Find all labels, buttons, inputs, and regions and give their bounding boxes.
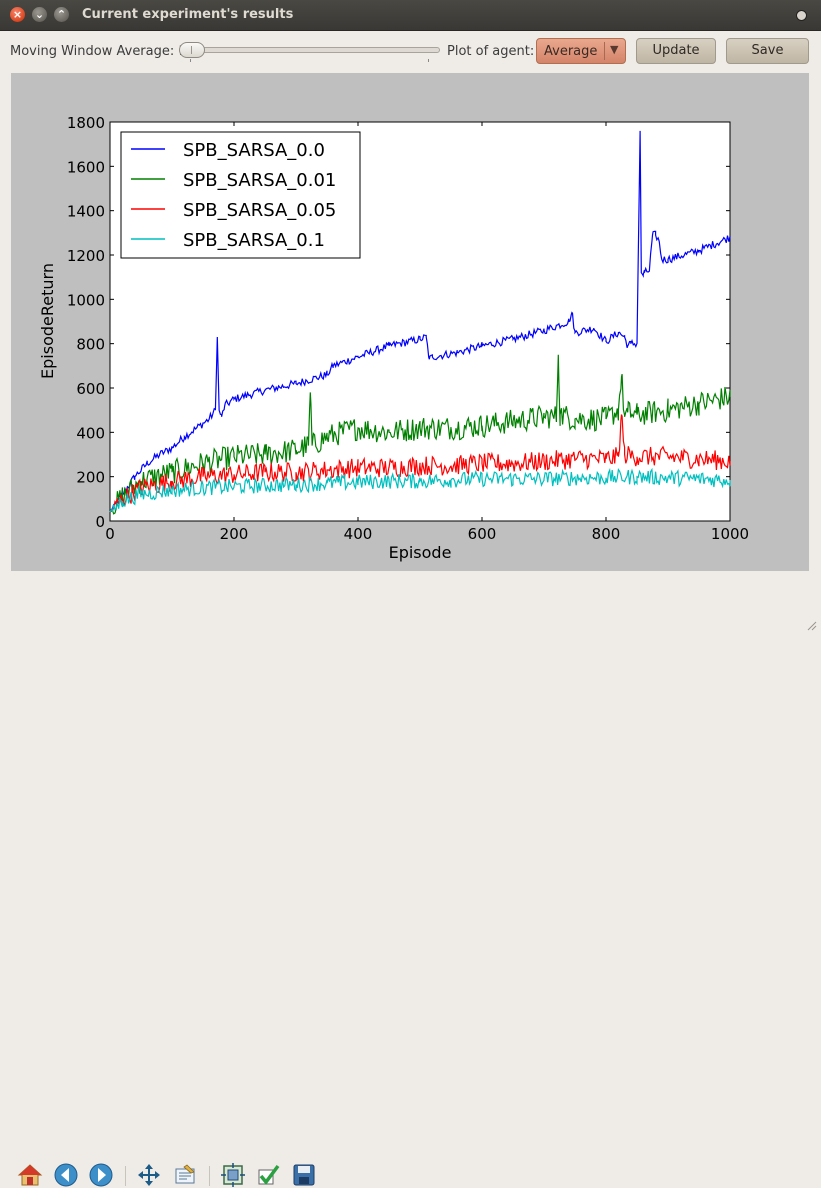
y-axis-label: EpisodeReturn — [38, 263, 57, 379]
moving-window-slider[interactable] — [180, 47, 440, 53]
close-icon[interactable]: × — [10, 7, 25, 22]
y-tick-label: 1000 — [67, 291, 105, 309]
x-tick-label: 200 — [220, 525, 249, 543]
series-lines — [109, 130, 731, 515]
title-bar: × ⌄ ⌃ Current experiment's results — [0, 0, 821, 31]
window-menu-icon[interactable] — [796, 10, 807, 21]
maximize-icon[interactable]: ⌃ — [54, 7, 69, 22]
edit-axes-icon[interactable] — [220, 1162, 246, 1188]
agent-select[interactable]: Average ▼ — [536, 38, 626, 64]
home-icon[interactable] — [17, 1162, 43, 1188]
forward-icon[interactable] — [88, 1162, 114, 1188]
y-tick-label: 600 — [76, 380, 105, 398]
resize-grip-icon[interactable] — [807, 621, 817, 631]
y-tick-label: 400 — [76, 424, 105, 442]
agent-select-value: Average — [544, 44, 598, 59]
line-chart: 0 200 400 600 800 1000 0 200 400 600 800 1000 1200 14… — [38, 114, 749, 562]
navigation-toolbar — [0, 578, 821, 1187]
back-icon[interactable] — [53, 1162, 79, 1188]
moving-window-label: Moving Window Average: 1 — [10, 44, 187, 59]
y-tick-label: 1400 — [67, 203, 105, 221]
series-line — [109, 414, 731, 513]
slider-thumb[interactable] — [179, 42, 205, 58]
toolbar-separator — [209, 1166, 210, 1186]
legend-entry: SPB_SARSA_0.05 — [183, 200, 336, 221]
series-line — [109, 467, 731, 513]
pan-icon[interactable] — [136, 1162, 162, 1188]
y-tick-label: 1800 — [67, 114, 105, 132]
x-tick-label: 1000 — [711, 525, 749, 543]
x-tick-label: 0 — [105, 525, 115, 543]
series-line — [109, 130, 731, 513]
toolbar-separator — [125, 1166, 126, 1186]
legend-entry: SPB_SARSA_0.0 — [183, 140, 325, 161]
legend-box — [120, 131, 361, 259]
configure-subplots-icon[interactable] — [172, 1162, 198, 1188]
save-figure-icon[interactable] — [291, 1162, 317, 1188]
plot-of-agent-label: Plot of agent: — [447, 44, 535, 59]
y-tick-label: 0 — [95, 513, 105, 531]
slider-tick — [190, 59, 191, 62]
x-tick-label: 400 — [344, 525, 373, 543]
axes: 0 200 400 600 800 1000 0 200 400 600 800 1000 1200 14… — [67, 114, 749, 543]
legend: SPB_SARSA_0.0 SPB_SARSA_0.01 SPB_SARSA_0.0… — [120, 131, 361, 259]
chevron-down-icon[interactable]: ▼ — [610, 43, 619, 56]
y-tick-label: 1600 — [67, 158, 105, 176]
apply-icon[interactable] — [255, 1162, 281, 1188]
legend-entry: SPB_SARSA_0.01 — [183, 170, 336, 191]
y-tick-label: 1200 — [67, 247, 105, 265]
x-tick-label: 600 — [468, 525, 497, 543]
series-line — [109, 354, 731, 515]
combo-separator — [604, 42, 605, 60]
update-button[interactable]: Update — [636, 38, 716, 64]
y-tick-label: 200 — [76, 469, 105, 487]
x-axis-label: Episode — [389, 543, 452, 562]
slider-tick — [428, 59, 429, 62]
minimize-icon[interactable]: ⌄ — [32, 7, 47, 22]
y-tick-label: 800 — [76, 336, 105, 354]
plot-canvas: 0 200 400 600 800 1000 0 200 400 600 800 1000 1200 14… — [11, 73, 809, 571]
x-tick-label: 800 — [592, 525, 621, 543]
legend-entry: SPB_SARSA_0.1 — [183, 230, 325, 251]
window-title: Current experiment's results — [82, 7, 294, 22]
save-button[interactable]: Save — [726, 38, 809, 64]
